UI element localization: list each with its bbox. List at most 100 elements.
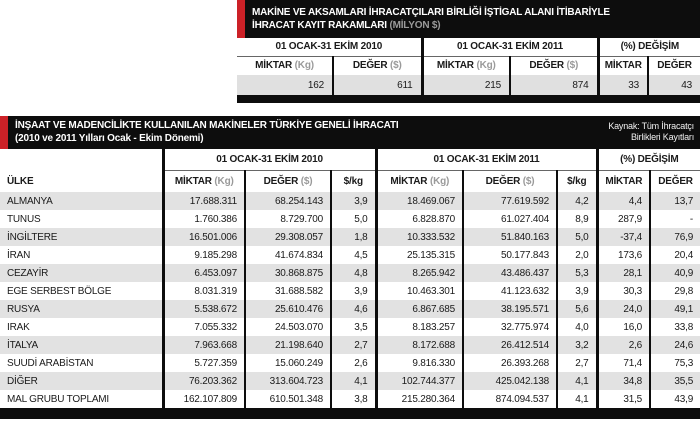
red-accent-bar xyxy=(237,0,245,38)
table2-title-line1: İNŞAAT VE MADENCİLİKTE KULLANILAN MAKİNE… xyxy=(15,120,399,131)
table-cell: 50.177.843 xyxy=(462,246,558,264)
table-cell: 43.486.437 xyxy=(462,264,558,282)
table-cell: 33 xyxy=(596,75,649,95)
table-cell: 173,6 xyxy=(595,246,651,264)
table-cell: 6.867.685 xyxy=(374,300,464,318)
table-cell: 21.198.640 xyxy=(244,336,331,354)
table-cell: 8.729.700 xyxy=(244,210,331,228)
table-cell: 1,8 xyxy=(329,228,377,246)
red-accent-bar xyxy=(0,116,8,149)
country-column-header: ÜLKE xyxy=(7,175,34,187)
group-header-2010: 01 OCAK-31 EKİM 2010 xyxy=(237,38,423,57)
table-cell: 215 xyxy=(420,75,511,95)
table-cell: 34,8 xyxy=(595,372,651,390)
table-cell: DİĞER xyxy=(0,372,163,390)
table-cell: 4,1 xyxy=(329,372,377,390)
table-cell: 215.280.364 xyxy=(374,390,464,408)
table-cell: 4,1 xyxy=(556,372,598,390)
col-header: DEĞER ($) xyxy=(244,170,331,192)
table-cell: 41.674.834 xyxy=(244,246,331,264)
table-cell: 41.123.632 xyxy=(462,282,558,300)
table-cell: IRAK xyxy=(7,321,30,333)
table-row: TUNUS 1.760.386 8.729.700 5,0 6.828.870 61.02… xyxy=(0,210,700,228)
country-table-body: ALMANYA 17.688.311 68.254.143 3,9 18.469.067… xyxy=(0,192,700,408)
table-cell: 3,9 xyxy=(556,282,598,300)
table-cell: 425.042.138 xyxy=(462,372,558,390)
table-row: SUUDİ ARABİSTAN 5.727.359 15.060.249 2,6 9.8… xyxy=(0,354,700,372)
source-line1: Kaynak: Tüm İhracatçı xyxy=(608,120,694,131)
table-cell: 102.744.377 xyxy=(374,372,464,390)
table-cell: İRAN xyxy=(7,249,31,261)
section-gap xyxy=(0,103,700,116)
table-cell: 4,4 xyxy=(595,192,651,210)
table-cell: 25.135.315 xyxy=(374,246,464,264)
table-cell: 26.393.268 xyxy=(462,354,558,372)
table-cell: 5,3 xyxy=(556,264,598,282)
table-cell: 30,3 xyxy=(595,282,651,300)
table-cell: 8,9 xyxy=(556,210,598,228)
table-cell: TUNUS xyxy=(7,213,41,225)
table-cell: 3,8 xyxy=(329,390,377,408)
table-cell: 5,0 xyxy=(556,228,598,246)
table-cell: 75,3 xyxy=(649,354,700,372)
table-cell: 8.265.942 xyxy=(374,264,464,282)
table-cell: 24,0 xyxy=(595,300,651,318)
table-cell: 5.538.672 xyxy=(161,300,245,318)
group-header-row: 01 OCAK-31 EKİM 2010 01 OCAK-31 EKİM 201… xyxy=(237,38,700,57)
col-header: DEĞER ($) xyxy=(509,56,599,75)
table-cell: 874 xyxy=(509,75,599,95)
table-cell: 77.619.592 xyxy=(462,192,558,210)
table-row: ALMANYA 17.688.311 68.254.143 3,9 18.469.067… xyxy=(0,192,700,210)
table2-title-bar: İNŞAAT VE MADENCİLİKTE KULLANILAN MAKİNE… xyxy=(0,116,700,149)
table-cell: 4,1 xyxy=(556,390,598,408)
table-cell: 9.816.330 xyxy=(374,354,464,372)
table-row: EGE SERBEST BÖLGE 8.031.319 31.688.582 3,9 1… xyxy=(0,282,700,300)
table-cell: 313.604.723 xyxy=(244,372,331,390)
table1-title-line1: MAKİNE VE AKSAMLARI İHRACATÇILARI BİRLİĞ… xyxy=(252,6,610,18)
table-cell: 13,7 xyxy=(649,192,700,210)
table-cell: 68.254.143 xyxy=(244,192,331,210)
table-cell: 3,5 xyxy=(329,318,377,336)
table-cell: 3,9 xyxy=(329,282,377,300)
table1-bottom-rule xyxy=(237,95,700,103)
col-header: DEĞER xyxy=(647,56,700,75)
col-header: DEĞER ($) xyxy=(331,56,423,75)
table-cell: 24.503.070 xyxy=(244,318,331,336)
machinery-summary-section: MAKİNE VE AKSAMLARI İHRACATÇILARI BİRLİĞ… xyxy=(237,0,700,103)
table-cell: RUSYA xyxy=(0,300,163,318)
table-cell: 51.840.163 xyxy=(462,228,558,246)
country-export-table: 01 OCAK-31 EKİM 2010 01 OCAK-31 EKİM 201… xyxy=(0,149,700,408)
table-cell: 26.412.514 xyxy=(462,336,558,354)
col-header: DEĞER xyxy=(649,170,700,192)
col-header: DEĞER ($) xyxy=(462,170,558,192)
table-row: İRAN 9.185.298 41.674.834 4,5 25.135.315 50.1… xyxy=(0,246,700,264)
table-row: İNGİLTERE 16.501.006 29.308.057 1,8 10.333.5… xyxy=(0,228,700,246)
table-row: İTALYA 7.963.668 21.198.640 2,7 8.172.688 26.… xyxy=(0,336,700,354)
table-cell: 28,1 xyxy=(595,264,651,282)
col-header: MİKTAR xyxy=(596,56,649,75)
table-cell: 15.060.249 xyxy=(244,354,331,372)
table-cell: 4,5 xyxy=(329,246,377,264)
table-cell: 8.183.257 xyxy=(374,318,464,336)
table-cell: ALMANYA xyxy=(0,192,163,210)
table-cell: 76.203.362 xyxy=(161,372,245,390)
table-cell: 611 xyxy=(331,75,423,95)
construction-mining-section: İNŞAAT VE MADENCİLİKTE KULLANILAN MAKİNE… xyxy=(0,116,700,419)
table-cell: 2,6 xyxy=(329,354,377,372)
table-cell: 16,0 xyxy=(595,318,651,336)
table-cell: 10.463.301 xyxy=(374,282,464,300)
table-row: IRAK 7.055.332 24.503.070 3,5 8.183.257 32.77… xyxy=(0,318,700,336)
table-cell: 5.727.359 xyxy=(161,354,245,372)
table-cell: 38.195.571 xyxy=(462,300,558,318)
table2-title: İNŞAAT VE MADENCİLİKTE KULLANILAN MAKİNE… xyxy=(15,119,399,145)
table-cell: 32.775.974 xyxy=(462,318,558,336)
table1-title-unit: (MİLYON $) xyxy=(389,19,441,31)
table-cell: 3,2 xyxy=(556,336,598,354)
summary-table: 01 OCAK-31 EKİM 2010 01 OCAK-31 EKİM 201… xyxy=(237,38,700,95)
table-cell: 4,0 xyxy=(556,318,598,336)
table-cell: 6.453.097 xyxy=(161,264,245,282)
table-cell: 8.031.319 xyxy=(161,282,245,300)
table-cell: 25.610.476 xyxy=(244,300,331,318)
source-note: Kaynak: Tüm İhracatçı Birlikleri Kayıtla… xyxy=(608,121,694,144)
table-cell: 29.308.057 xyxy=(244,228,331,246)
